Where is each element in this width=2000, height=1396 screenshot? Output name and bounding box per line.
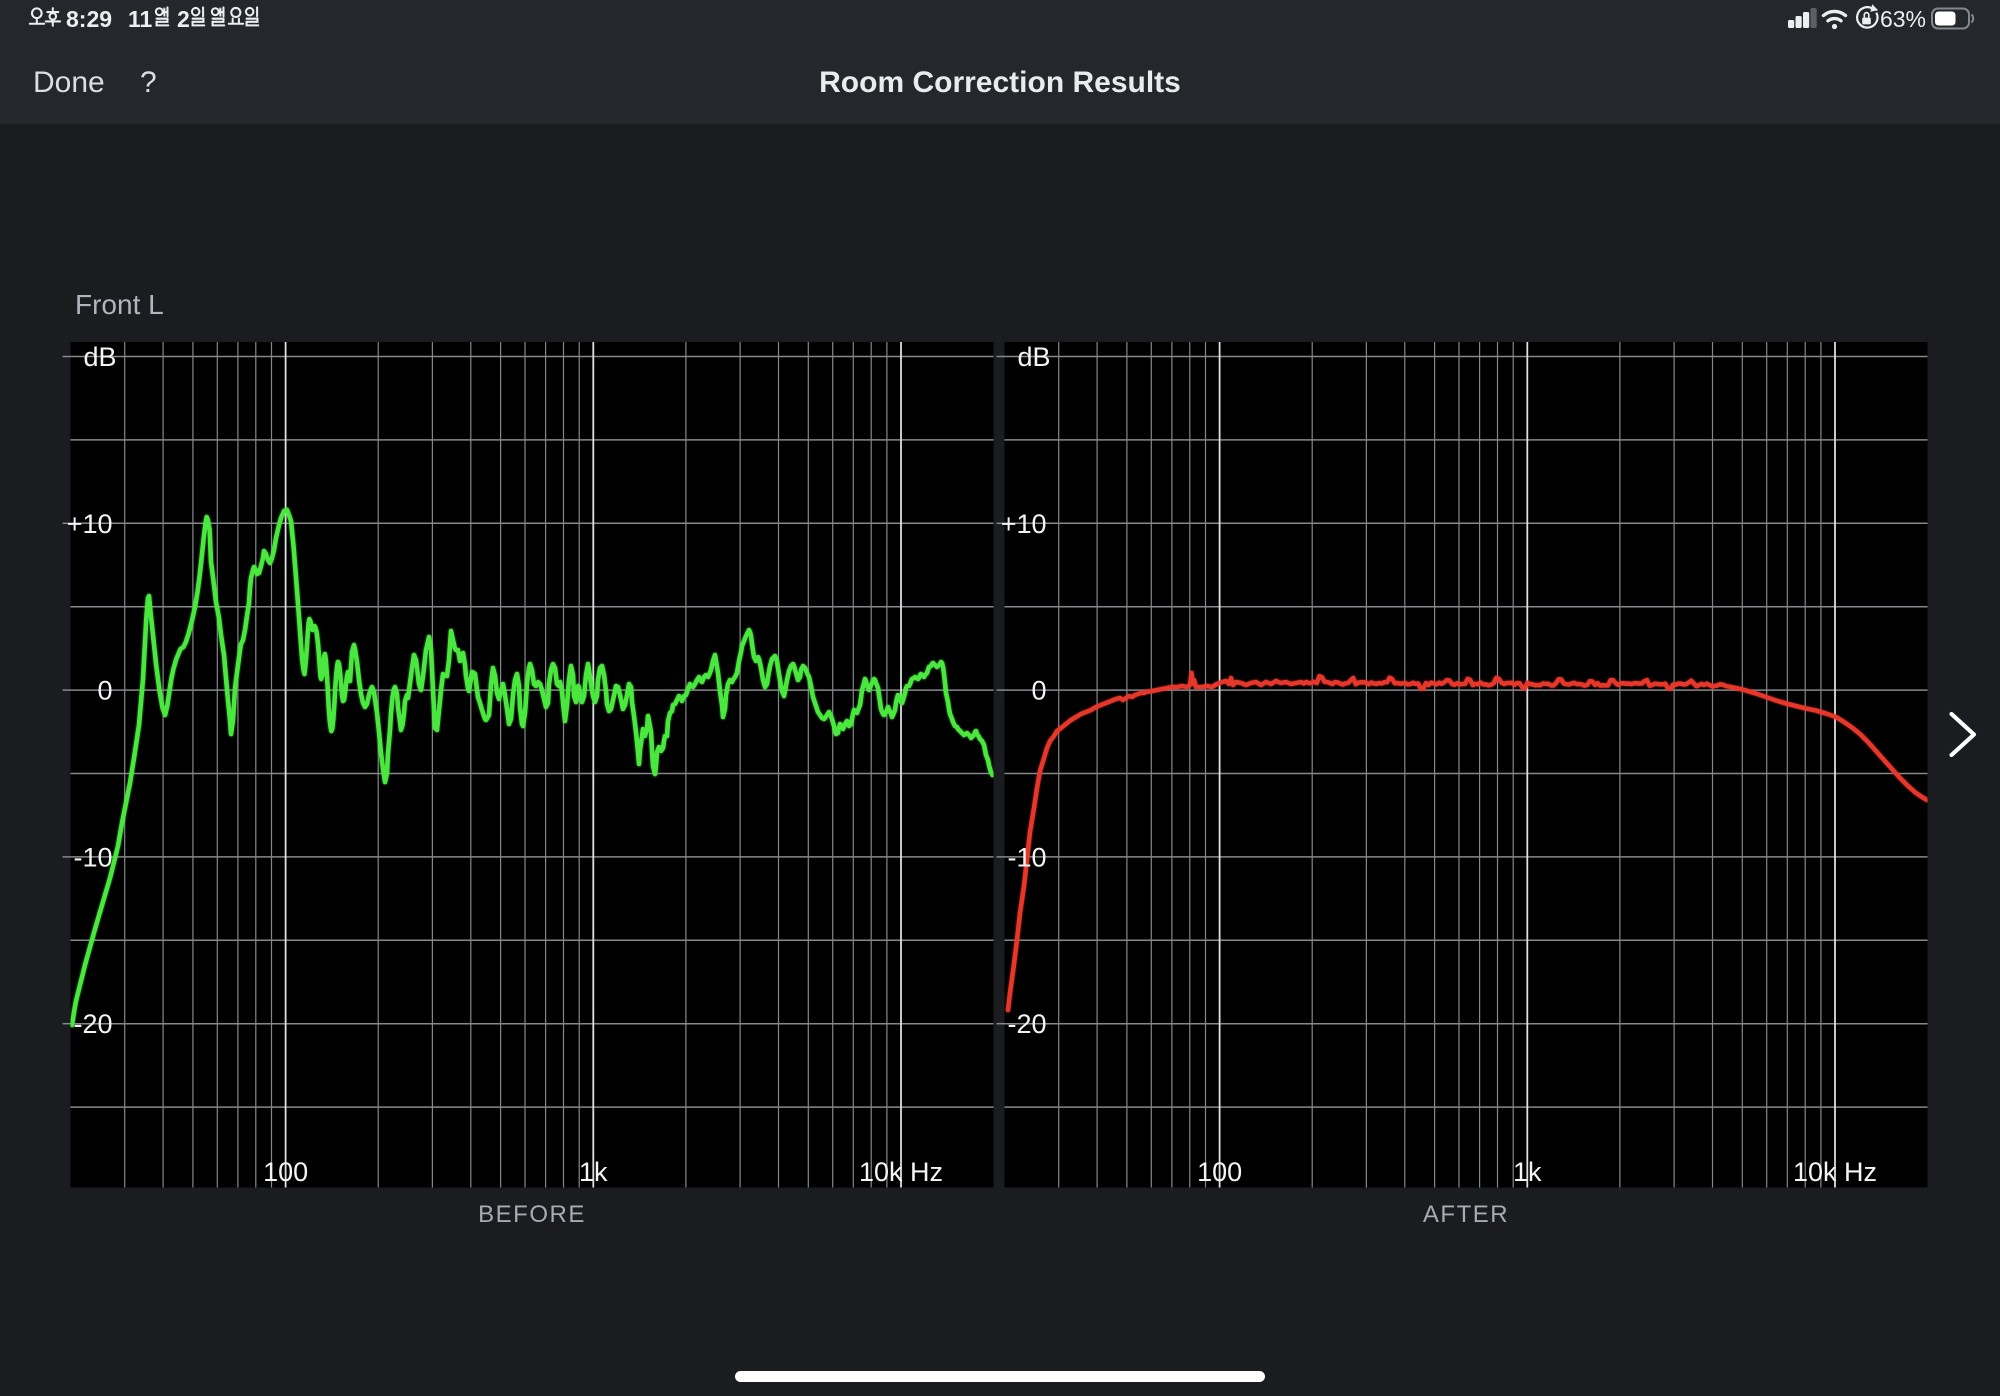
svg-text:+10: +10 [1001, 509, 1047, 539]
svg-text:11: 11 [128, 6, 153, 32]
svg-text:1k: 1k [1513, 1157, 1542, 1187]
svg-text:8:29: 8:29 [66, 6, 112, 32]
svg-text:2: 2 [177, 6, 190, 32]
svg-text:1k: 1k [579, 1157, 608, 1187]
svg-text:10k Hz: 10k Hz [1793, 1157, 1877, 1187]
svg-text:-20: -20 [73, 1009, 112, 1039]
svg-text:-20: -20 [1007, 1009, 1046, 1039]
svg-text:AFTER: AFTER [1423, 1201, 1509, 1228]
svg-text:0: 0 [1031, 676, 1046, 706]
svg-text:BEFORE: BEFORE [478, 1201, 586, 1228]
svg-text:100: 100 [1197, 1157, 1242, 1187]
svg-text:10k Hz: 10k Hz [859, 1157, 943, 1187]
svg-text:-10: -10 [1007, 842, 1046, 872]
svg-text:dB: dB [1018, 342, 1051, 372]
svg-text:+10: +10 [67, 509, 113, 539]
svg-text:-10: -10 [73, 842, 112, 872]
svg-text:dB: dB [84, 342, 117, 372]
svg-text:100: 100 [263, 1157, 308, 1187]
svg-text:63%: 63% [1880, 6, 1926, 32]
svg-text:0: 0 [97, 676, 112, 706]
